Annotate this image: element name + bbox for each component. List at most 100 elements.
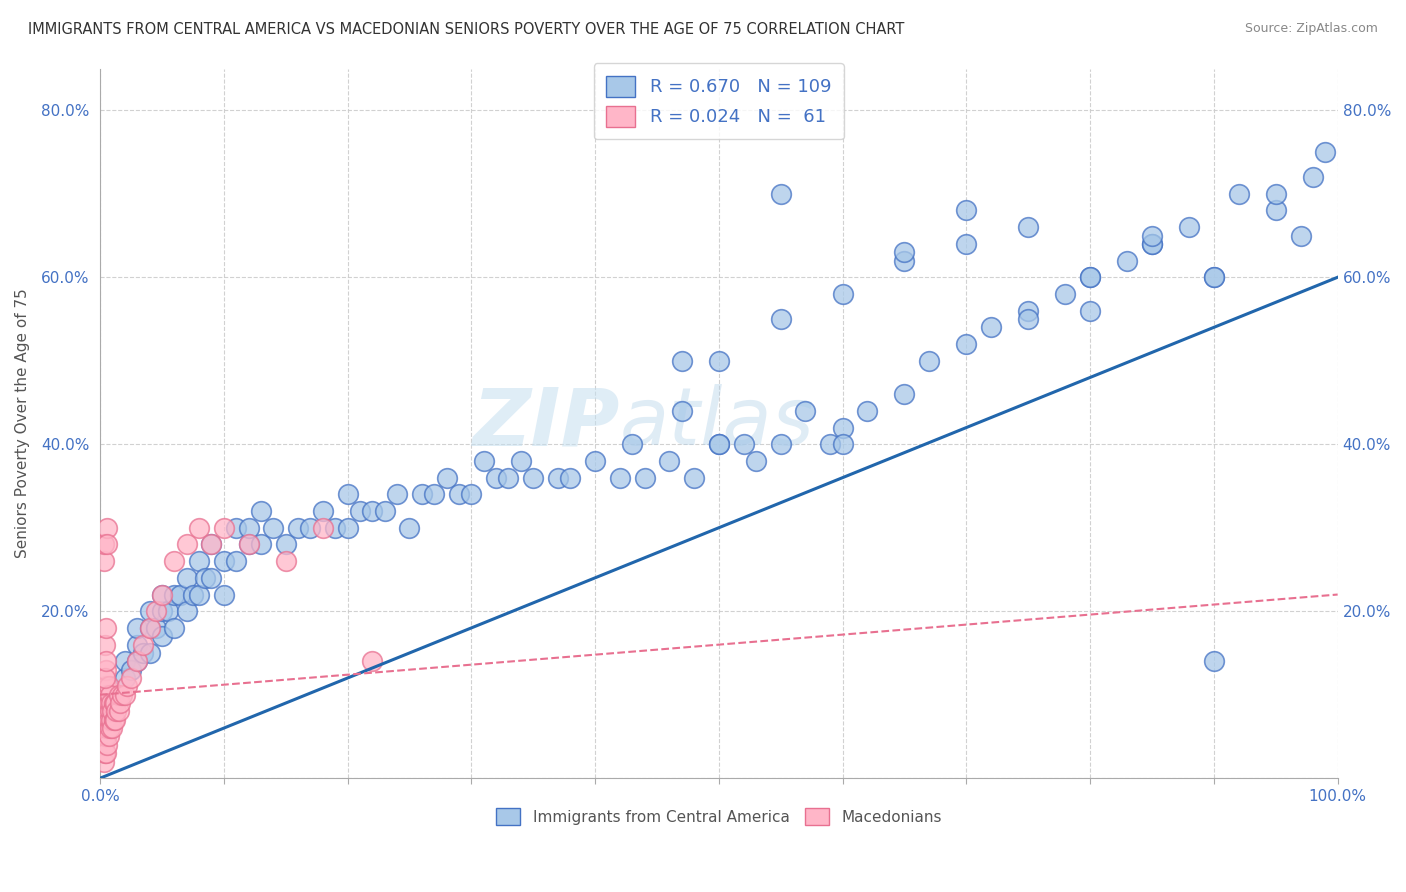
Point bbox=[101, 705, 124, 719]
Point bbox=[831, 420, 853, 434]
Point bbox=[831, 437, 853, 451]
Point bbox=[707, 353, 730, 368]
Point bbox=[120, 671, 142, 685]
Point bbox=[200, 537, 222, 551]
Point bbox=[94, 638, 117, 652]
Point bbox=[169, 588, 191, 602]
Point bbox=[96, 721, 118, 735]
Point bbox=[374, 504, 396, 518]
Point bbox=[361, 654, 384, 668]
Point bbox=[769, 312, 792, 326]
Point bbox=[1140, 228, 1163, 243]
Point bbox=[349, 504, 371, 518]
Point bbox=[150, 588, 173, 602]
Point bbox=[176, 537, 198, 551]
Point bbox=[1078, 303, 1101, 318]
Point bbox=[93, 738, 115, 752]
Point bbox=[96, 746, 118, 760]
Point bbox=[274, 554, 297, 568]
Point bbox=[103, 696, 125, 710]
Point bbox=[96, 688, 118, 702]
Point bbox=[856, 404, 879, 418]
Point bbox=[658, 454, 681, 468]
Point bbox=[485, 470, 508, 484]
Point bbox=[336, 521, 359, 535]
Point bbox=[132, 638, 155, 652]
Point bbox=[98, 705, 121, 719]
Point bbox=[299, 521, 322, 535]
Point bbox=[107, 688, 129, 702]
Point bbox=[769, 437, 792, 451]
Point bbox=[1264, 203, 1286, 218]
Point bbox=[96, 713, 118, 727]
Point bbox=[1017, 303, 1039, 318]
Point bbox=[104, 696, 127, 710]
Point bbox=[200, 571, 222, 585]
Point bbox=[1227, 186, 1250, 201]
Point bbox=[893, 245, 915, 260]
Point bbox=[96, 705, 118, 719]
Point bbox=[188, 554, 211, 568]
Point bbox=[1116, 253, 1139, 268]
Point bbox=[127, 654, 149, 668]
Point bbox=[472, 454, 495, 468]
Point bbox=[98, 721, 121, 735]
Point bbox=[176, 604, 198, 618]
Point bbox=[1078, 270, 1101, 285]
Point bbox=[138, 646, 160, 660]
Point bbox=[96, 738, 118, 752]
Point bbox=[120, 663, 142, 677]
Point bbox=[101, 705, 124, 719]
Point bbox=[100, 696, 122, 710]
Point bbox=[498, 470, 520, 484]
Point bbox=[101, 721, 124, 735]
Point bbox=[262, 521, 284, 535]
Point bbox=[138, 621, 160, 635]
Point bbox=[145, 621, 167, 635]
Text: atlas: atlas bbox=[620, 384, 814, 462]
Point bbox=[633, 470, 655, 484]
Point bbox=[96, 730, 118, 744]
Point bbox=[918, 353, 941, 368]
Point bbox=[94, 696, 117, 710]
Point bbox=[447, 487, 470, 501]
Point bbox=[683, 470, 706, 484]
Point bbox=[96, 730, 118, 744]
Text: IMMIGRANTS FROM CENTRAL AMERICA VS MACEDONIAN SENIORS POVERTY OVER THE AGE OF 75: IMMIGRANTS FROM CENTRAL AMERICA VS MACED… bbox=[28, 22, 904, 37]
Point bbox=[176, 571, 198, 585]
Point bbox=[423, 487, 446, 501]
Point bbox=[104, 713, 127, 727]
Point bbox=[1017, 220, 1039, 235]
Point bbox=[114, 671, 136, 685]
Point bbox=[98, 688, 121, 702]
Point bbox=[117, 679, 139, 693]
Point bbox=[96, 696, 118, 710]
Point bbox=[398, 521, 420, 535]
Point bbox=[188, 588, 211, 602]
Point bbox=[745, 454, 768, 468]
Point bbox=[522, 470, 544, 484]
Point bbox=[1202, 270, 1225, 285]
Point bbox=[707, 437, 730, 451]
Point bbox=[323, 521, 346, 535]
Point bbox=[107, 705, 129, 719]
Point bbox=[671, 404, 693, 418]
Point bbox=[127, 638, 149, 652]
Point bbox=[1302, 170, 1324, 185]
Point bbox=[250, 537, 273, 551]
Point bbox=[893, 387, 915, 401]
Point bbox=[212, 521, 235, 535]
Point bbox=[132, 646, 155, 660]
Point bbox=[200, 537, 222, 551]
Point bbox=[97, 696, 120, 710]
Point bbox=[93, 537, 115, 551]
Point bbox=[547, 470, 569, 484]
Point bbox=[893, 253, 915, 268]
Point bbox=[94, 730, 117, 744]
Point bbox=[150, 588, 173, 602]
Point bbox=[1264, 186, 1286, 201]
Point bbox=[97, 679, 120, 693]
Point bbox=[96, 621, 118, 635]
Point bbox=[361, 504, 384, 518]
Point bbox=[96, 654, 118, 668]
